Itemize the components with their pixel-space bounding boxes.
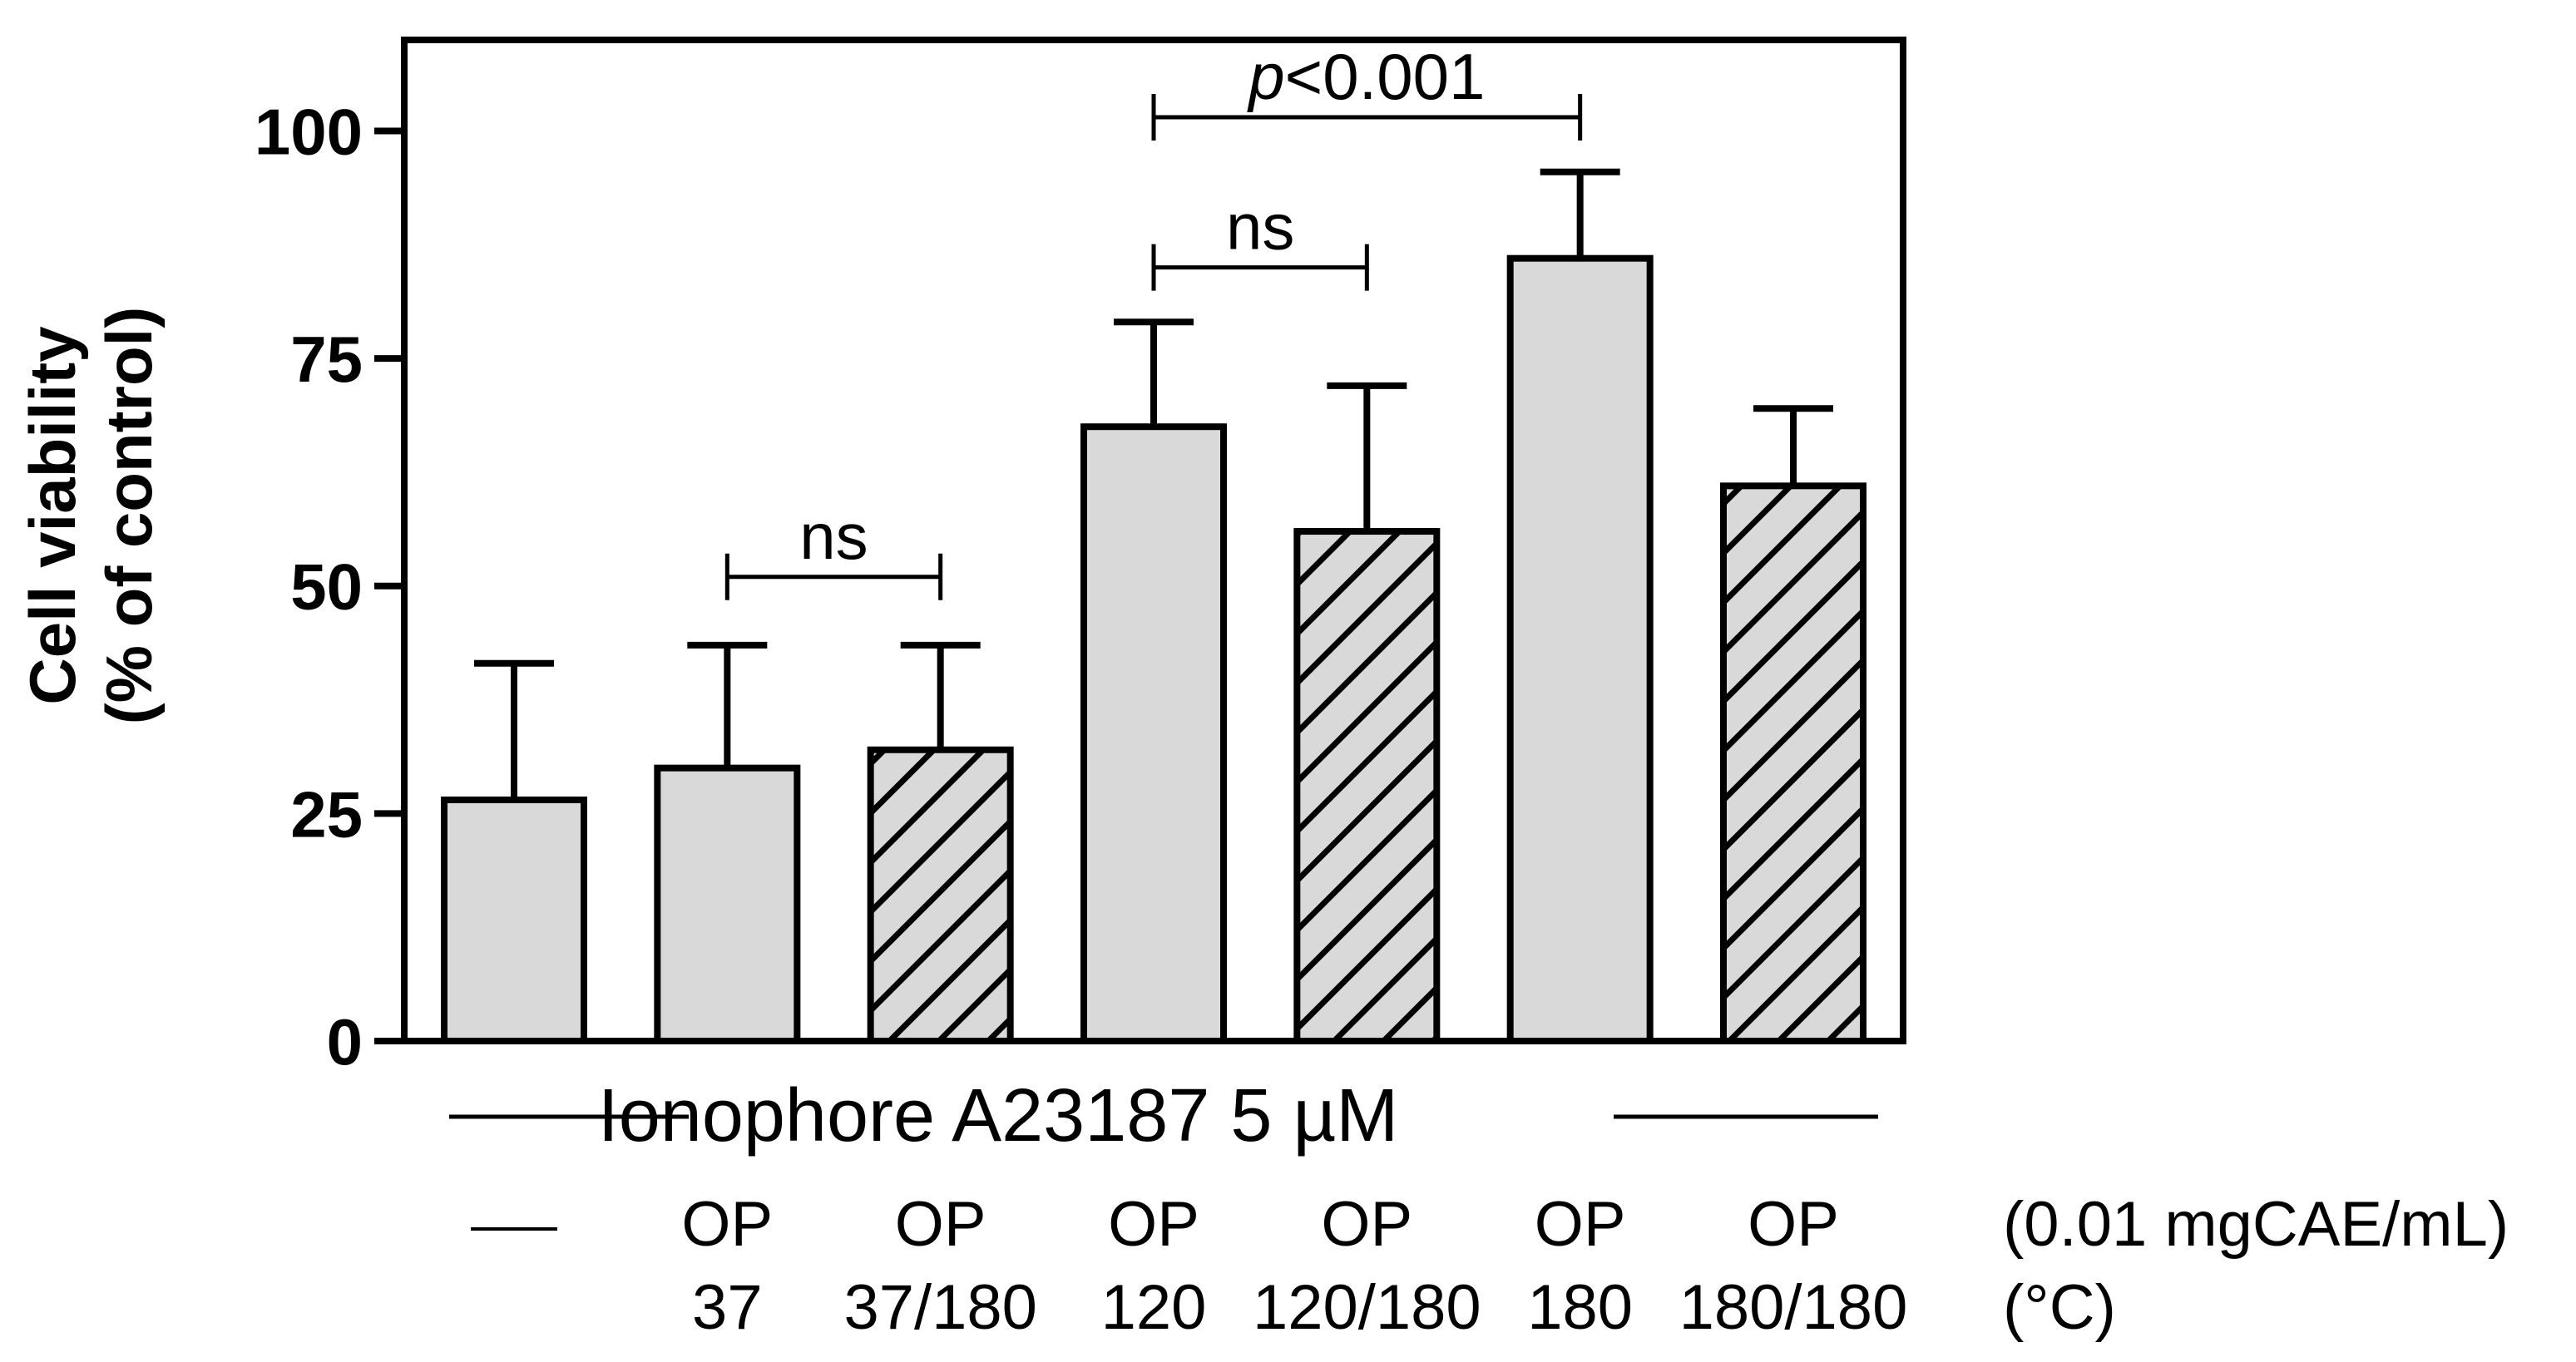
y-axis-label-line2: (% of control) <box>92 307 166 725</box>
category-label-line1: OP <box>1535 1189 1626 1260</box>
temperature-unit: (°C) <box>2003 1272 2116 1343</box>
y-tick-label: 25 <box>290 777 363 851</box>
group-label: Ionophore A23187 5 µM <box>598 1074 1399 1157</box>
category-label-line2: 37/180 <box>843 1272 1036 1343</box>
category-label-line1: OP <box>1108 1189 1199 1260</box>
bar <box>654 764 801 1044</box>
bar <box>1293 528 1441 1044</box>
significance-annotations: ns ns p<0.001 <box>724 40 1583 600</box>
y-tick-label: 100 <box>255 95 363 168</box>
category-label-line2: 120/180 <box>1253 1272 1481 1343</box>
y-tick-label: 50 <box>290 550 363 624</box>
category-label-line2: 180 <box>1527 1272 1633 1343</box>
y-tick-label: 0 <box>327 1005 363 1078</box>
category-label-line1: OP <box>1748 1189 1839 1260</box>
bars <box>441 168 1866 1045</box>
y-axis-ticks: 0 25 50 75 100 <box>255 95 404 1078</box>
concentration-unit: (0.01 mgCAE/mL) <box>2003 1189 2509 1260</box>
category-label-line2: 37 <box>692 1272 763 1343</box>
y-axis-label: Cell viability (% of control) <box>16 307 166 725</box>
y-tick-label: 75 <box>290 323 363 396</box>
bar <box>867 746 1014 1045</box>
bar <box>1080 423 1227 1044</box>
category-label-line2: 120 <box>1101 1272 1207 1343</box>
bar <box>1506 254 1654 1044</box>
y-axis-label-line1: Cell viability <box>16 326 89 704</box>
category-labels: OP 37 OP 37/180 OP 120 OP 120/180 OP 180 OP 180/180 <box>471 1189 1907 1343</box>
bar <box>441 796 587 1044</box>
significance-label: ns <box>1226 190 1294 264</box>
category-label-line1: OP <box>1321 1189 1412 1260</box>
category-label-line1: OP <box>681 1189 773 1260</box>
bar <box>1720 482 1866 1044</box>
category-label-line2: 180/180 <box>1679 1272 1908 1343</box>
category-label-line1: OP <box>895 1189 986 1260</box>
significance-label: p<0.001 <box>1247 40 1485 113</box>
significance-label: ns <box>799 500 868 573</box>
